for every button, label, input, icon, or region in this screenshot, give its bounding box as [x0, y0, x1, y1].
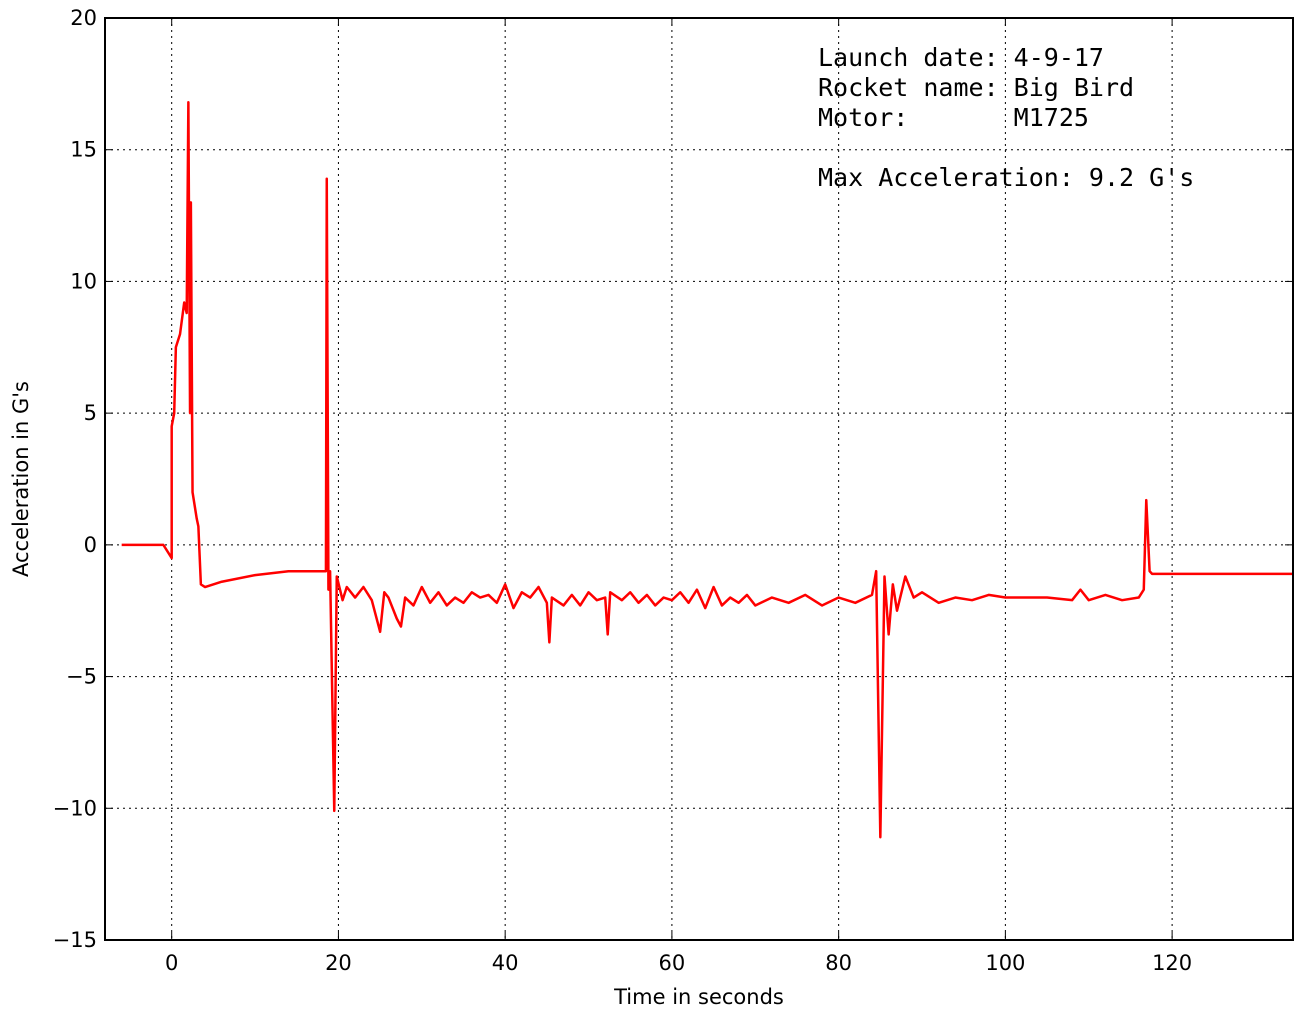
y-tick-label: 20 [70, 6, 97, 30]
annotation: Max Acceleration: 9.2 G's [818, 163, 1194, 192]
plot-frame [104, 17, 1294, 941]
y-tick-label: −5 [66, 665, 97, 689]
y-tick-label: −10 [53, 796, 97, 820]
x-tick-label: 0 [165, 951, 178, 975]
y-tick-label: 0 [84, 533, 97, 557]
x-tick-label: 40 [492, 951, 519, 975]
x-tick-label: 120 [1152, 951, 1192, 975]
annotation: Rocket name: Big Bird [818, 73, 1134, 102]
y-tick-label: 5 [84, 401, 97, 425]
y-tick-label: −15 [53, 928, 97, 952]
annotation: Motor: M1725 [818, 103, 1089, 132]
y-tick-label: 15 [70, 138, 97, 162]
x-tick-label: 60 [659, 951, 686, 975]
y-axis-label: Acceleration in G's [9, 381, 33, 577]
x-tick-label: 80 [825, 951, 852, 975]
x-tick-label: 20 [325, 951, 352, 975]
x-tick-label: 100 [985, 951, 1025, 975]
data-line [121, 101, 1293, 839]
x-axis-label: Time in seconds [613, 985, 784, 1009]
y-tick-label: 10 [70, 269, 97, 293]
annotation: Launch date: 4-9-17 [818, 43, 1104, 72]
